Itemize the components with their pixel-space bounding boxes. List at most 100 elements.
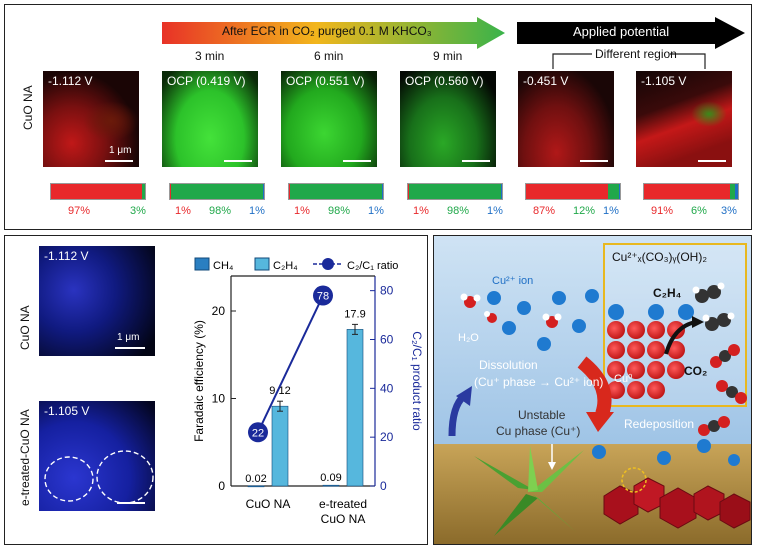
potential-arrow-label: Applied potential — [573, 24, 670, 39]
composition-segment — [735, 184, 738, 199]
composition-segment — [526, 184, 608, 199]
ratio-value-label: 22 — [252, 427, 264, 439]
composition-percent: 1% — [487, 205, 503, 217]
scale-bar — [115, 347, 145, 349]
map-image-1-label: -1.112 V — [48, 74, 93, 88]
scale-bar — [343, 160, 371, 162]
water-molecules — [460, 293, 562, 328]
green-crystal — [474, 446, 584, 536]
blue-map-image-2: -1.105 V — [39, 401, 155, 511]
map-image-5: -0.451 V — [518, 71, 614, 167]
composition-percent: 3% — [130, 205, 146, 217]
potential-arrow: Applied potential — [517, 17, 745, 49]
bottom-left-panel: CuO NA e-treated-CuO NA -1.112 V 1 μm -1… — [4, 235, 428, 545]
composition-bar — [50, 183, 146, 200]
legend-label-ch4: CH₄ — [213, 260, 234, 272]
bar-ch4 — [247, 485, 265, 488]
c2h4-molecules — [692, 282, 735, 331]
bar-value-label: 0.02 — [245, 473, 266, 485]
cu2-ion-spheres — [487, 289, 740, 466]
bar-value-label: 0.09 — [320, 472, 341, 484]
y-axis-label: Faradaic efficiency (%) — [192, 320, 206, 442]
legend-swatch-ch4 — [194, 257, 210, 271]
cu2-ion-label: Cu²⁺ ion — [492, 275, 534, 287]
map-image-6: -1.105 V — [636, 71, 732, 167]
scale-bar-label: 1 μm — [117, 332, 140, 343]
composition-segment — [619, 184, 620, 199]
map-image-6-label: -1.105 V — [641, 74, 687, 88]
composition-percent: 3% — [721, 205, 737, 217]
composition-percent: 97% — [68, 205, 91, 217]
x-category-label: CuO NA — [321, 512, 366, 526]
composition-percent: 1% — [368, 205, 384, 217]
cu0-label: Cu⁰ — [614, 373, 633, 385]
y2-tick-label: 20 — [380, 430, 394, 444]
map-image-4: OCP (0.560 V) — [400, 71, 496, 167]
top-panel: After ECR in CO₂ purged 0.1 M KHCO₃ Appl… — [4, 4, 752, 230]
map-image-1: -1.112 V 1 μm — [43, 71, 139, 167]
row-label-cuo-na: CuO NA — [21, 85, 35, 130]
y2-tick-label: 80 — [380, 284, 394, 298]
ratio-value-label: 78 — [317, 291, 329, 303]
c2h4-label: C₂H₄ — [653, 286, 682, 300]
map-image-2-label: OCP (0.419 V) — [167, 74, 246, 88]
y-tick-label: 20 — [212, 304, 226, 318]
legend-swatch-c2h4 — [254, 257, 270, 271]
dissolution-detail-label: (Cu⁺ phase → Cu²⁺ ion) — [474, 375, 604, 389]
time-label-3min: 3 min — [195, 49, 225, 63]
bar-c2h4 — [271, 405, 289, 487]
scale-bar-label: 1 μm — [109, 145, 132, 156]
faradaic-efficiency-chart: CH₄ C₂H₄ C₂/C₁ ratio 0 10 20 0 20 40 60 80 Faradaic… — [192, 257, 424, 526]
bar-c2h4 — [346, 329, 364, 487]
redeposition-label: Redeposition — [624, 417, 695, 431]
composition-segment — [501, 184, 502, 199]
composition-percent: 1% — [249, 205, 265, 217]
composition-segment — [408, 184, 502, 199]
h2o-label: H₂O — [458, 332, 479, 344]
legend-marker-ratio — [322, 258, 334, 270]
map-image-4-label: OCP (0.560 V) — [405, 74, 484, 88]
composition-bar — [525, 183, 621, 200]
scale-bar — [698, 160, 726, 162]
scale-bar — [462, 160, 490, 162]
composition-segment — [382, 184, 383, 199]
composition-percent: 91% — [651, 205, 674, 217]
composition-percent: 1% — [603, 205, 619, 217]
schematic-drawing — [434, 236, 751, 544]
blue-map-image-2-label: -1.105 V — [44, 404, 90, 418]
blue-map-image-1: -1.112 V 1 μm — [39, 246, 155, 356]
ratio-marker — [248, 422, 268, 443]
y2-tick-label: 40 — [380, 381, 394, 395]
map-image-3-label: OCP (0.551 V) — [286, 74, 365, 88]
composition-percent: 98% — [328, 205, 351, 217]
time-label-6min: 6 min — [314, 49, 344, 63]
composition-segment — [289, 184, 383, 199]
x-category-label: e-treated — [319, 497, 367, 511]
ratio-marker — [313, 285, 333, 306]
composition-segment — [644, 184, 730, 199]
blue-map-image-1-label: -1.112 V — [44, 249, 89, 263]
unstable-detail-label: Cu phase (Cu⁺) — [496, 424, 581, 438]
potential-arrow-shape — [517, 17, 745, 49]
composition-bar — [407, 183, 503, 200]
composition-segment — [170, 184, 171, 199]
composition-segment — [408, 184, 409, 199]
cu0-lattice — [607, 304, 694, 399]
composition-bar — [169, 183, 265, 200]
row-label-cuo-na-2: CuO NA — [18, 305, 32, 350]
scale-bar — [224, 160, 252, 162]
map-image-2: OCP (0.419 V) — [162, 71, 258, 167]
composition-bar — [643, 183, 739, 200]
composition-segment — [607, 184, 620, 199]
bar-value-label: 17.9 — [344, 308, 365, 320]
ecr-arrow: After ECR in CO₂ purged 0.1 M KHCO₃ — [162, 17, 505, 49]
composition-percent: 98% — [447, 205, 470, 217]
mechanism-schematic-panel: Cu²⁺ ion Cu²⁺ₓ(CO₃)ᵧ(OH)₂ C₂H₄ CO₂ H₂O C… — [433, 235, 752, 545]
composition-segment — [729, 184, 736, 199]
composition-percent: 12% — [573, 205, 596, 217]
scale-bar — [117, 502, 145, 504]
formula-label: Cu²⁺ₓ(CO₃)ᵧ(OH)₂ — [612, 250, 707, 264]
composition-segment — [289, 184, 290, 199]
y-tick-label: 10 — [212, 392, 226, 406]
composition-segment — [263, 184, 264, 199]
